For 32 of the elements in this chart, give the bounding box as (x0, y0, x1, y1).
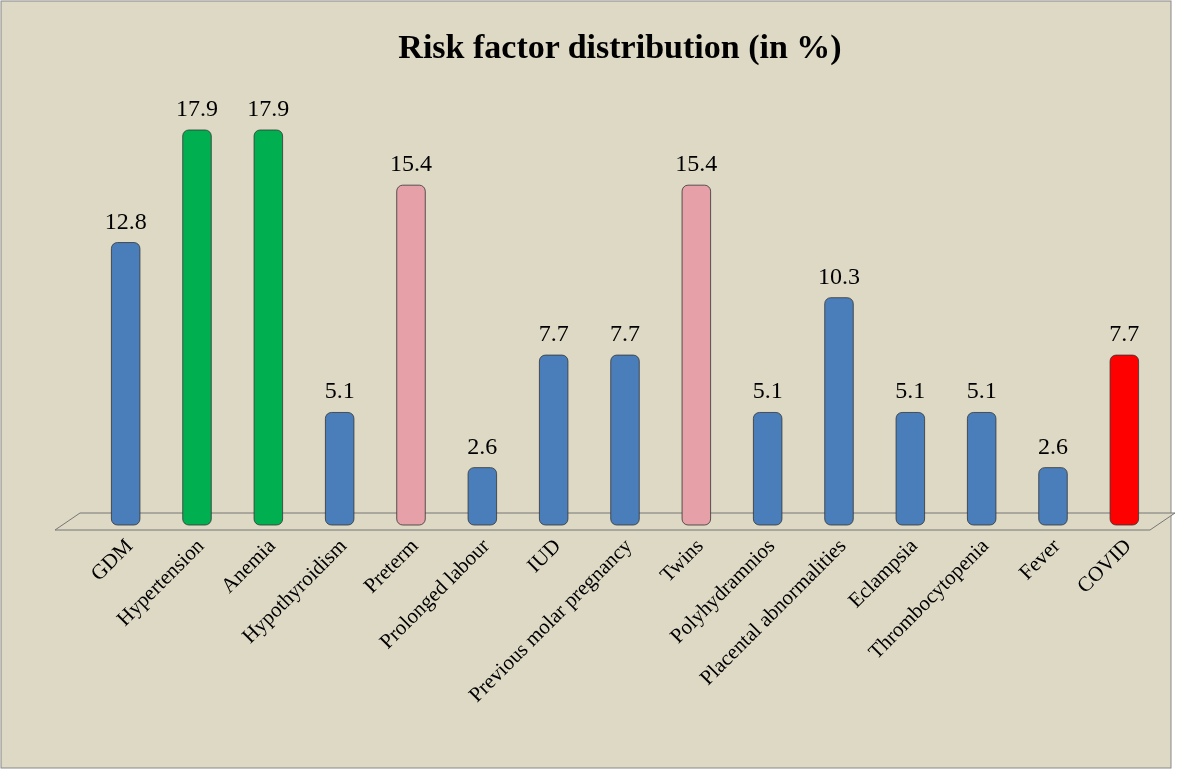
bar (1109, 354, 1139, 526)
data-label: 15.4 (675, 150, 718, 177)
data-label: 5.1 (324, 377, 355, 404)
data-label: 17.9 (247, 95, 290, 121)
bar (396, 184, 426, 526)
bar (681, 184, 711, 526)
data-label: 5.1 (895, 377, 926, 404)
x-tick-label: IUD (521, 533, 566, 577)
data-label: 5.1 (966, 377, 997, 404)
bar (824, 297, 854, 526)
bar (539, 354, 569, 526)
bar (610, 354, 640, 526)
data-label: 7.7 (538, 320, 569, 347)
data-label: 7.7 (1109, 320, 1140, 347)
data-label: 10.3 (818, 262, 860, 289)
bar (182, 129, 212, 526)
bar (753, 412, 783, 526)
data-label: 12.8 (104, 207, 147, 234)
data-label: 17.9 (176, 95, 218, 121)
chart-title: Risk factor distribution (in %) (398, 28, 842, 66)
bar (967, 412, 997, 526)
bar (895, 412, 925, 526)
bar (111, 242, 141, 526)
data-label: 15.4 (390, 150, 432, 177)
data-label: 7.7 (610, 320, 640, 347)
bar (253, 129, 283, 526)
bar (325, 412, 355, 526)
bar (1038, 467, 1068, 526)
data-label: 2.6 (1038, 432, 1068, 459)
bar (467, 467, 497, 526)
data-label: 2.6 (467, 432, 498, 459)
data-label: 5.1 (752, 377, 783, 404)
